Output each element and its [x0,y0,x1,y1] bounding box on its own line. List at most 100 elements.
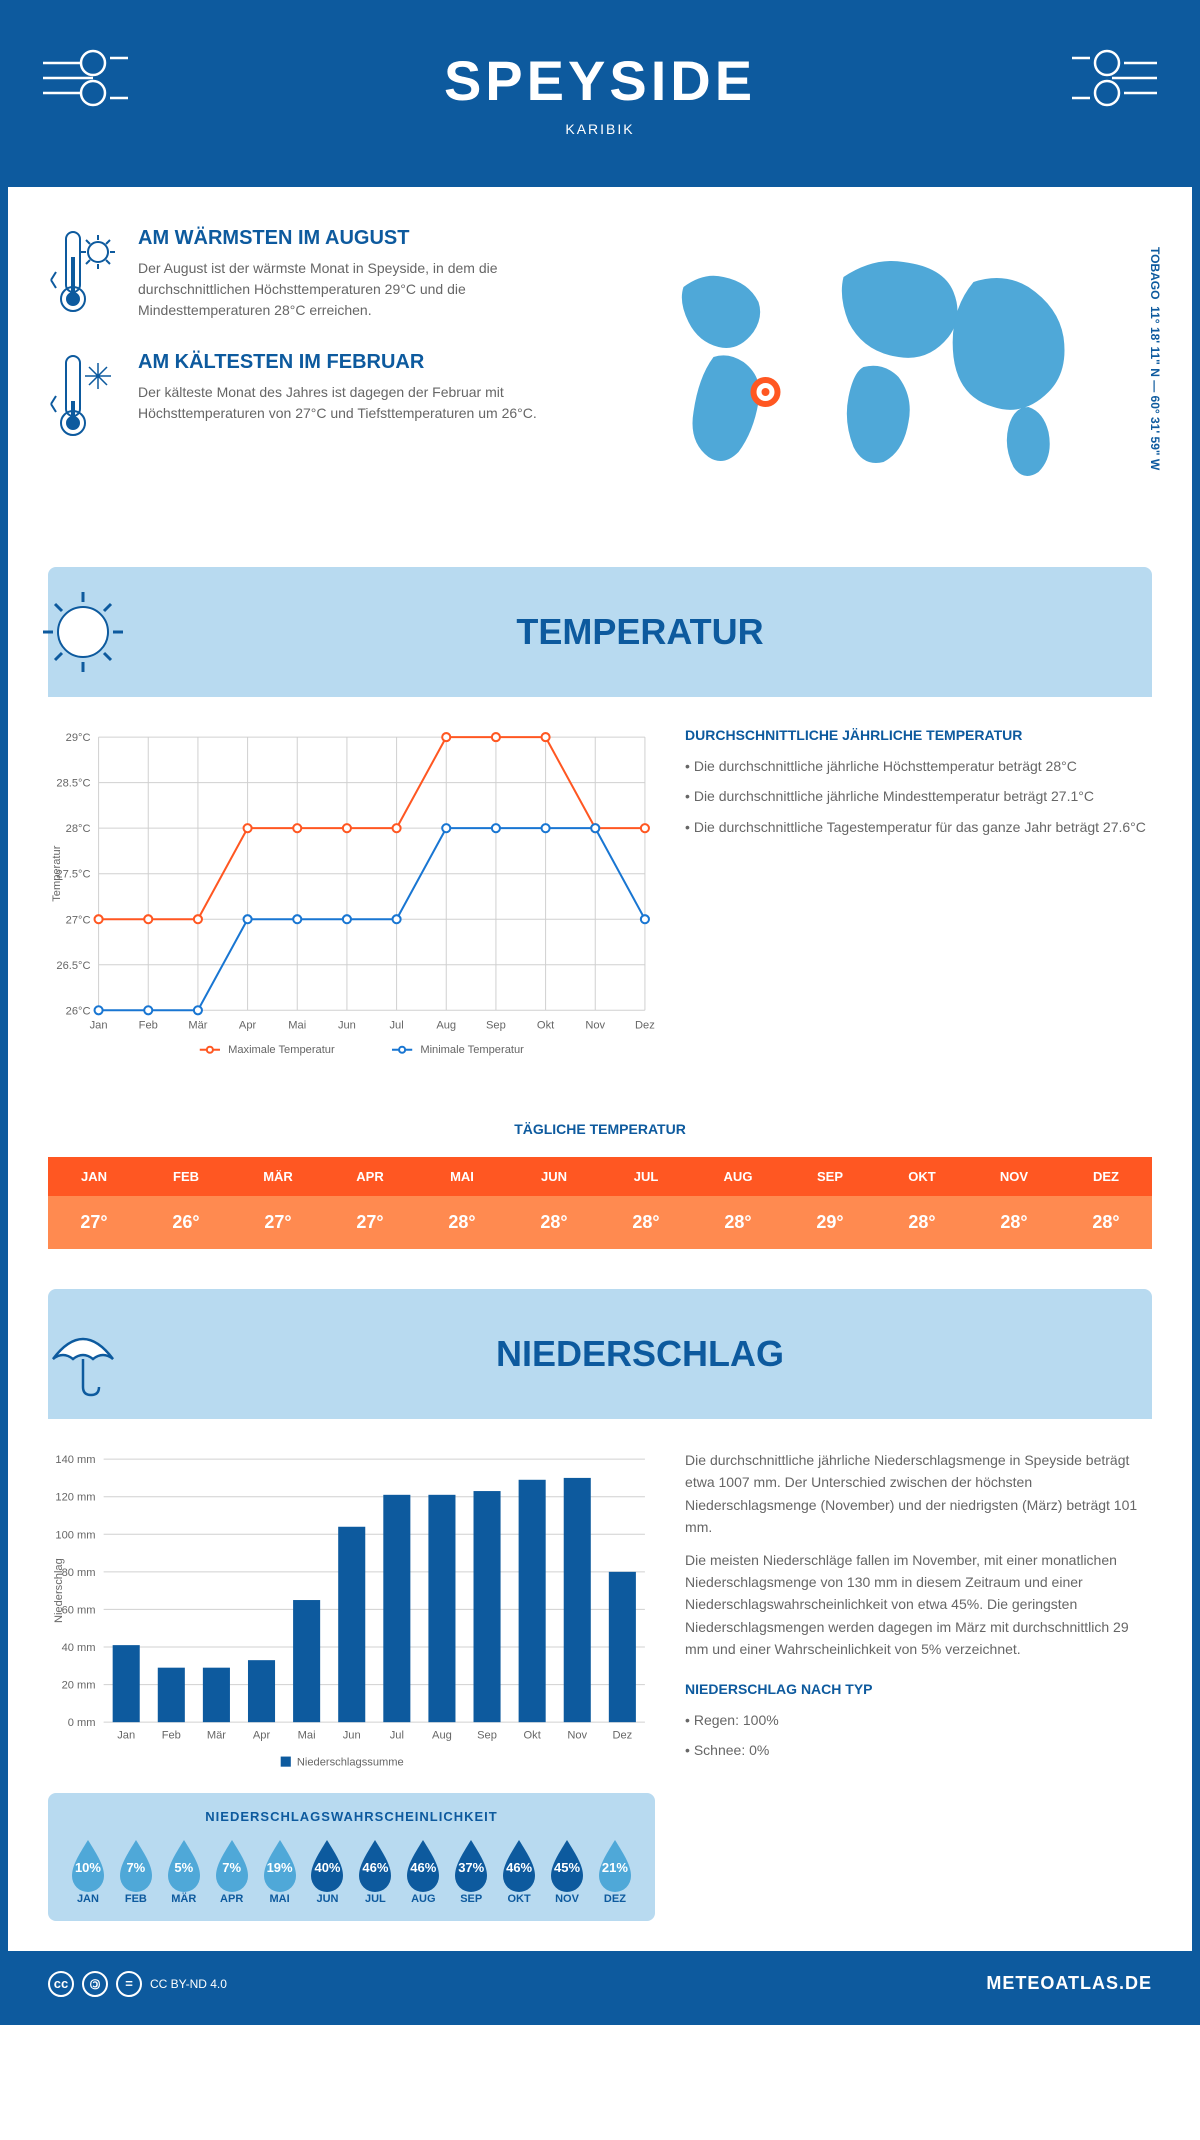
svg-text:Minimale Temperatur: Minimale Temperatur [420,1044,524,1056]
warmest-block: AM WÄRMSTEN IM AUGUST Der August ist der… [48,227,585,321]
temperature-chart: 26°C26.5°C27°C27.5°C28°C28.5°C29°CJanFeb… [48,727,655,1071]
svg-text:29°C: 29°C [66,732,91,744]
svg-text:0 mm: 0 mm [68,1717,96,1729]
svg-text:Jan: Jan [117,1729,135,1741]
probability-box: NIEDERSCHLAGSWAHRSCHEINLICHKEIT 10%JAN7%… [48,1793,655,1921]
svg-text:Mai: Mai [288,1019,306,1031]
svg-text:28.5°C: 28.5°C [56,778,90,790]
daily-value: 26° [140,1196,232,1249]
svg-text:120 mm: 120 mm [55,1492,95,1504]
daily-month: FEB [140,1157,232,1196]
svg-text:Jul: Jul [389,1019,403,1031]
svg-text:20 mm: 20 mm [62,1680,96,1692]
svg-text:Jun: Jun [338,1019,356,1031]
precip-type-item: • Regen: 100% [685,1709,1152,1731]
svg-text:Okt: Okt [524,1729,541,1741]
wind-icon [1062,38,1162,118]
coldest-text: Der kälteste Monat des Jahres ist dagege… [138,382,585,424]
svg-text:Feb: Feb [162,1729,181,1741]
daily-month: OKT [876,1157,968,1196]
temp-title: TEMPERATUR [148,611,1132,653]
svg-text:140 mm: 140 mm [55,1454,95,1466]
svg-text:Nov: Nov [585,1019,605,1031]
thermometer-cold-icon [48,351,118,441]
prob-item: 45%NOV [545,1836,589,1905]
header: SPEYSIDE KARIBIK [8,8,1192,187]
daily-month: JUL [600,1157,692,1196]
sun-icon [38,587,128,677]
precip-p1: Die durchschnittliche jährliche Niedersc… [685,1449,1152,1539]
prob-item: 5%MÄR [162,1836,206,1905]
prob-item: 10%JAN [66,1836,110,1905]
daily-month: JAN [48,1157,140,1196]
daily-month: APR [324,1157,416,1196]
prob-item: 19%MAI [258,1836,302,1905]
svg-text:Niederschlagssumme: Niederschlagssumme [297,1757,404,1769]
svg-text:Aug: Aug [432,1729,452,1741]
svg-text:Temperatur: Temperatur [51,845,63,901]
wind-icon [38,38,138,118]
precip-header: NIEDERSCHLAG [48,1289,1152,1419]
daily-month: JUN [508,1157,600,1196]
svg-text:26.5°C: 26.5°C [56,960,90,972]
svg-text:Dez: Dez [612,1729,632,1741]
svg-text:Apr: Apr [239,1019,257,1031]
svg-text:Jul: Jul [390,1729,404,1741]
precip-type-title: NIEDERSCHLAG NACH TYP [685,1681,1152,1697]
daily-month: NOV [968,1157,1060,1196]
prob-item: 7%APR [210,1836,254,1905]
temperature-header: TEMPERATUR [48,567,1152,697]
prob-item: 40%JUN [305,1836,349,1905]
svg-text:Sep: Sep [477,1729,497,1741]
svg-text:Jan: Jan [90,1019,108,1031]
temp-info-item: • Die durchschnittliche jährliche Höchst… [685,755,1152,777]
coldest-block: AM KÄLTESTEN IM FEBRUAR Der kälteste Mon… [48,351,585,441]
precip-type-list: • Regen: 100% • Schnee: 0% [685,1709,1152,1762]
precip-title: NIEDERSCHLAG [148,1333,1132,1375]
svg-text:Apr: Apr [253,1729,271,1741]
license: cc 🄯 = CC BY-ND 4.0 [48,1971,227,1997]
daily-month: SEP [784,1157,876,1196]
daily-month: AUG [692,1157,784,1196]
daily-value: 28° [416,1196,508,1249]
coldest-title: AM KÄLTESTEN IM FEBRUAR [138,351,585,374]
daily-value: 28° [968,1196,1060,1249]
svg-text:40 mm: 40 mm [62,1642,96,1654]
prob-item: 21%DEZ [593,1836,637,1905]
world-map [615,227,1152,527]
coords: TOBAGO 11° 18' 11" N — 60° 31' 59" W [1148,247,1162,470]
daily-temperature-table: JANFEBMÄRAPRMAIJUNJULAUGSEPOKTNOVDEZ27°2… [48,1157,1152,1249]
page-title: SPEYSIDE [28,48,1172,113]
svg-text:Sep: Sep [486,1019,506,1031]
subtitle: KARIBIK [28,121,1172,137]
daily-value: 28° [876,1196,968,1249]
prob-title: NIEDERSCHLAGSWAHRSCHEINLICHKEIT [64,1809,639,1824]
prob-item: 46%JUL [353,1836,397,1905]
prob-item: 37%SEP [449,1836,493,1905]
prob-item: 46%OKT [497,1836,541,1905]
svg-text:Mär: Mär [188,1019,207,1031]
temp-info-item: • Die durchschnittliche jährliche Mindes… [685,785,1152,807]
svg-text:60 mm: 60 mm [62,1604,96,1616]
temp-info-item: • Die durchschnittliche Tagestemperatur … [685,816,1152,838]
daily-title: TÄGLICHE TEMPERATUR [8,1121,1192,1137]
daily-value: 27° [48,1196,140,1249]
svg-text:26°C: 26°C [66,1005,91,1017]
svg-text:Niederschlag: Niederschlag [53,1558,65,1623]
daily-month: MÄR [232,1157,324,1196]
thermometer-hot-icon [48,227,118,317]
svg-text:Nov: Nov [567,1729,587,1741]
svg-text:Mai: Mai [298,1729,316,1741]
daily-value: 28° [1060,1196,1152,1249]
svg-text:Dez: Dez [635,1019,655,1031]
cc-icon: cc [48,1971,74,1997]
prob-item: 7%FEB [114,1836,158,1905]
daily-value: 28° [508,1196,600,1249]
svg-text:Feb: Feb [139,1019,158,1031]
daily-value: 28° [600,1196,692,1249]
daily-value: 27° [232,1196,324,1249]
daily-value: 28° [692,1196,784,1249]
umbrella-icon [38,1309,128,1399]
temp-info-list: • Die durchschnittliche jährliche Höchst… [685,755,1152,838]
precip-type-item: • Schnee: 0% [685,1739,1152,1761]
